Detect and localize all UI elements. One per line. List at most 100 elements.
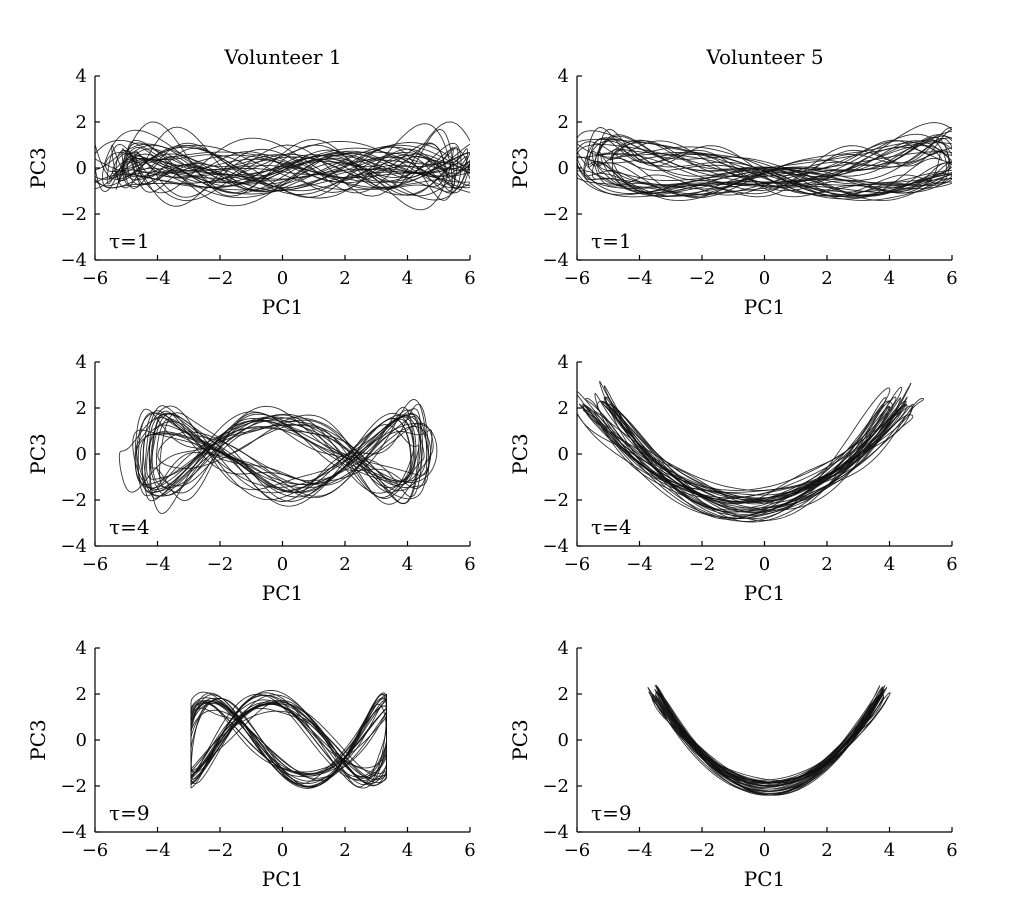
y-axis-label: PC3: [508, 433, 532, 474]
x-tick-label: −6: [564, 268, 591, 289]
trajectory-line: [577, 130, 952, 189]
trajectory-line: [134, 408, 425, 494]
trajectory-line: [131, 147, 470, 196]
y-tick-label: 4: [76, 638, 87, 659]
trajectory-line: [101, 129, 470, 192]
x-tick-label: 0: [759, 840, 770, 861]
trajectory-line: [121, 148, 468, 194]
tau-annotation: τ=1: [109, 229, 150, 253]
y-tick-label: −2: [542, 776, 569, 797]
x-tick-label: −2: [689, 840, 716, 861]
trajectory-line: [601, 400, 907, 511]
trajectory-line: [594, 134, 952, 196]
trajectory-line: [613, 405, 890, 501]
trajectory-line: [591, 135, 952, 202]
tau-annotation: τ=4: [591, 515, 632, 539]
x-tick-label: 0: [277, 840, 288, 861]
y-tick-label: −2: [60, 204, 87, 225]
y-tick-label: −2: [60, 490, 87, 511]
x-tick-label: 6: [946, 554, 957, 575]
y-tick-label: 2: [76, 684, 87, 705]
x-tick-label: 4: [884, 554, 895, 575]
trajectory-line: [577, 122, 952, 196]
y-axis-label: PC3: [508, 719, 532, 760]
x-tick-label: 6: [464, 840, 475, 861]
y-tick-label: 0: [558, 444, 569, 465]
trajectory-line: [587, 137, 952, 193]
trajectory-line: [577, 412, 914, 502]
y-axis-label: PC3: [26, 147, 50, 188]
y-tick-label: −2: [542, 490, 569, 511]
trajectory-line: [150, 403, 430, 502]
tau-annotation: τ=9: [591, 801, 632, 825]
trajectory-group: [95, 121, 470, 211]
y-tick-label: 0: [558, 158, 569, 179]
x-tick-label: 2: [339, 554, 350, 575]
x-tick-label: −4: [626, 840, 653, 861]
x-tick-label: −4: [144, 268, 171, 289]
trajectory-group: [190, 689, 387, 789]
column-title-volunteer-5: Volunteer 5: [705, 45, 823, 69]
x-tick-label: 2: [339, 268, 350, 289]
y-tick-label: −4: [542, 250, 569, 271]
trajectory-line: [149, 410, 420, 504]
y-tick-label: −4: [60, 822, 87, 843]
x-tick-label: 2: [339, 840, 350, 861]
x-tick-label: −6: [564, 554, 591, 575]
x-tick-label: −6: [82, 554, 109, 575]
trajectory-line: [115, 142, 462, 202]
trajectory-group: [577, 122, 952, 202]
x-axis-label: PC1: [744, 867, 785, 891]
trajectory-line: [112, 152, 470, 179]
tau-annotation: τ=9: [109, 801, 150, 825]
trajectory-line: [651, 691, 883, 788]
trajectory-line: [118, 417, 433, 493]
y-tick-label: 2: [558, 112, 569, 133]
column-title-volunteer-1: Volunteer 1: [223, 45, 341, 69]
x-axis-label: PC1: [744, 581, 785, 605]
x-axis-label: PC1: [262, 295, 303, 319]
x-axis-label: PC1: [744, 295, 785, 319]
trajectory-line: [95, 146, 470, 192]
x-tick-label: 6: [464, 554, 475, 575]
x-tick-label: −2: [689, 554, 716, 575]
x-tick-label: 0: [759, 554, 770, 575]
y-tick-label: −4: [60, 250, 87, 271]
trajectory-line: [583, 137, 952, 186]
y-tick-label: 2: [558, 684, 569, 705]
trajectory-line: [596, 400, 893, 505]
trajectory-line: [132, 415, 430, 490]
x-tick-label: 0: [277, 554, 288, 575]
x-tick-label: 6: [946, 840, 957, 861]
trajectory-line: [95, 144, 470, 191]
y-tick-label: −4: [542, 536, 569, 557]
y-tick-label: 2: [76, 398, 87, 419]
trajectory-line: [584, 140, 952, 197]
trajectory-group: [118, 399, 438, 514]
y-tick-label: 0: [558, 730, 569, 751]
y-tick-label: 0: [76, 158, 87, 179]
y-tick-label: 4: [558, 352, 569, 373]
trajectory-line: [146, 422, 434, 486]
x-tick-label: 4: [402, 554, 413, 575]
y-tick-label: −2: [542, 204, 569, 225]
tau-annotation: τ=1: [591, 229, 632, 253]
y-axis-label: PC3: [26, 433, 50, 474]
y-tick-label: 0: [76, 730, 87, 751]
trajectory-line: [654, 684, 886, 796]
x-tick-label: 0: [759, 268, 770, 289]
trajectory-line: [606, 397, 901, 513]
y-tick-label: 0: [76, 444, 87, 465]
y-tick-label: 2: [558, 398, 569, 419]
x-tick-label: 6: [946, 268, 957, 289]
y-tick-label: 2: [76, 112, 87, 133]
x-tick-label: −6: [82, 268, 109, 289]
trajectory-line: [190, 694, 387, 788]
x-tick-label: −4: [626, 268, 653, 289]
y-tick-label: 4: [558, 66, 569, 87]
